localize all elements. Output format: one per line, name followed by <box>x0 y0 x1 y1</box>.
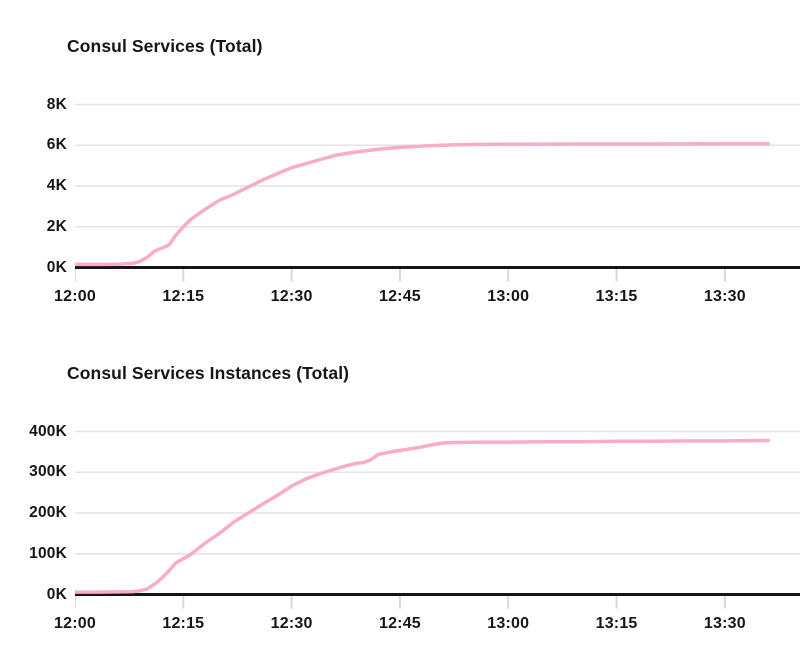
y-tick-label: 4K <box>46 177 67 194</box>
y-tick-label: 400K <box>29 422 67 440</box>
y-tick-label: 2K <box>46 217 67 235</box>
x-tick-label: 12:30 <box>270 288 313 305</box>
y-tick-label: 200K <box>29 504 67 521</box>
y-tick-label: 6K <box>46 136 67 154</box>
x-tick-label: 12:00 <box>54 615 96 632</box>
x-tick-label: 12:15 <box>162 288 205 305</box>
series-line <box>75 438 770 594</box>
chart-plot-area[interactable] <box>75 427 800 612</box>
x-tick-label: 12:45 <box>378 288 421 305</box>
x-tick-label: 12:00 <box>54 288 96 305</box>
y-tick-label: 0K <box>46 585 67 603</box>
x-tick-label: 13:00 <box>487 615 530 632</box>
x-tick-label: 13:15 <box>595 615 638 632</box>
chart-consul-services-instances-total: Consul Services Instances (Total) 400K 30… <box>0 327 800 658</box>
chart-plot-area[interactable] <box>75 100 800 285</box>
x-tick-label: 13:00 <box>487 288 530 305</box>
y-tick-label: 8K <box>46 95 67 113</box>
x-tick-label: 13:30 <box>703 615 746 632</box>
chart-title: Consul Services (Total) <box>67 36 263 56</box>
chart-title: Consul Services Instances (Total) <box>67 363 350 383</box>
x-tick-label: 12:30 <box>270 615 313 632</box>
x-tick-label: 12:45 <box>378 615 421 632</box>
y-tick-label: 0K <box>46 258 67 276</box>
x-tick-label: 13:15 <box>595 288 638 305</box>
y-tick-label: 300K <box>29 463 67 481</box>
x-tick-label: 12:15 <box>162 615 205 632</box>
y-tick-label: 100K <box>29 544 67 562</box>
x-tick-label: 13:30 <box>703 288 746 305</box>
series-line <box>75 142 770 267</box>
chart-consul-services-total: Consul Services (Total) 8K 6K 4K 2K 0K 12:00 1… <box>46 36 800 305</box>
